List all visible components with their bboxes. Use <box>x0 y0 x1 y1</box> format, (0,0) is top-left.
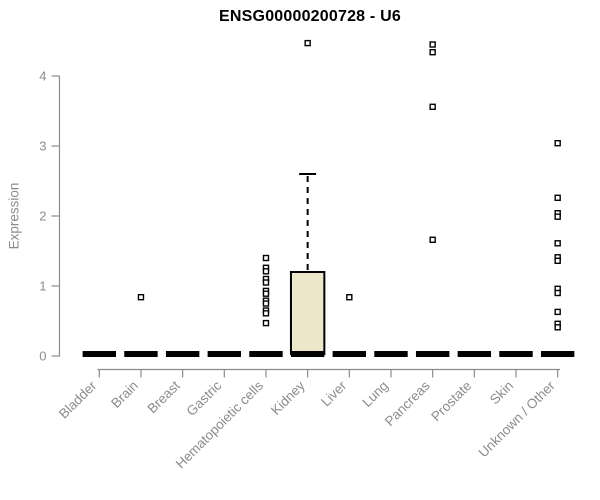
box-median-bar <box>207 351 242 357</box>
box-median-bar <box>82 351 116 357</box>
outlier-point <box>554 139 561 147</box>
box-median-bar <box>332 351 367 357</box>
x-category-label: Pancreas <box>382 378 433 429</box>
outlier-point <box>137 294 145 301</box>
box-median-bar <box>165 351 200 357</box>
x-category-label: Bladder <box>56 378 100 422</box>
box-rect <box>289 271 326 355</box>
y-tick-label: 4 <box>39 69 46 84</box>
x-category-label: Prostate <box>428 378 474 424</box>
x-category-label: Skin <box>487 378 516 407</box>
y-tick-label: 3 <box>39 139 46 154</box>
outlier-point <box>429 41 436 48</box>
outlier-point <box>429 49 436 56</box>
outlier-point <box>429 236 436 244</box>
x-category-label: Kidney <box>268 378 308 418</box>
outlier-point <box>262 310 270 317</box>
outlier-point <box>262 268 270 275</box>
box-median-bar <box>124 351 158 357</box>
x-category-label: Breast <box>145 378 183 416</box>
outlier-point <box>262 279 270 286</box>
outlier-point <box>262 319 270 327</box>
chart-title: ENSG00000200728 - U6 <box>219 8 401 25</box>
y-tick-label: 2 <box>39 209 46 224</box>
y-axis-title: Expression <box>6 182 22 250</box>
box-median-bar <box>290 351 325 357</box>
box-median-bar <box>499 351 533 357</box>
box-median-bar <box>249 351 283 357</box>
outlier-point <box>554 194 561 202</box>
outlier-point <box>554 257 561 264</box>
outlier-point <box>346 294 353 301</box>
outlier-point <box>554 324 561 331</box>
x-category-label: Liver <box>318 378 350 410</box>
outlier-point <box>262 254 270 262</box>
outlier-point <box>554 289 561 297</box>
outlier-point <box>429 103 436 111</box>
box-median-bar <box>374 351 408 357</box>
outlier-point <box>262 290 270 297</box>
outlier-point <box>262 300 270 307</box>
y-tick-label: 1 <box>39 279 46 294</box>
y-tick-label: 0 <box>39 349 46 364</box>
outlier-point <box>304 39 311 47</box>
x-category-label: Lung <box>359 378 391 410</box>
box-median-bar <box>540 351 575 357</box>
outlier-point <box>554 240 561 247</box>
x-category-label: Gastric <box>184 378 225 419</box>
x-category-label: Unknown / Other <box>476 378 559 461</box>
outlier-point <box>554 213 561 220</box>
box-median-bar <box>457 351 492 357</box>
box-median-bar <box>415 351 450 357</box>
outlier-point <box>554 308 561 316</box>
x-category-label: Brain <box>108 378 141 411</box>
